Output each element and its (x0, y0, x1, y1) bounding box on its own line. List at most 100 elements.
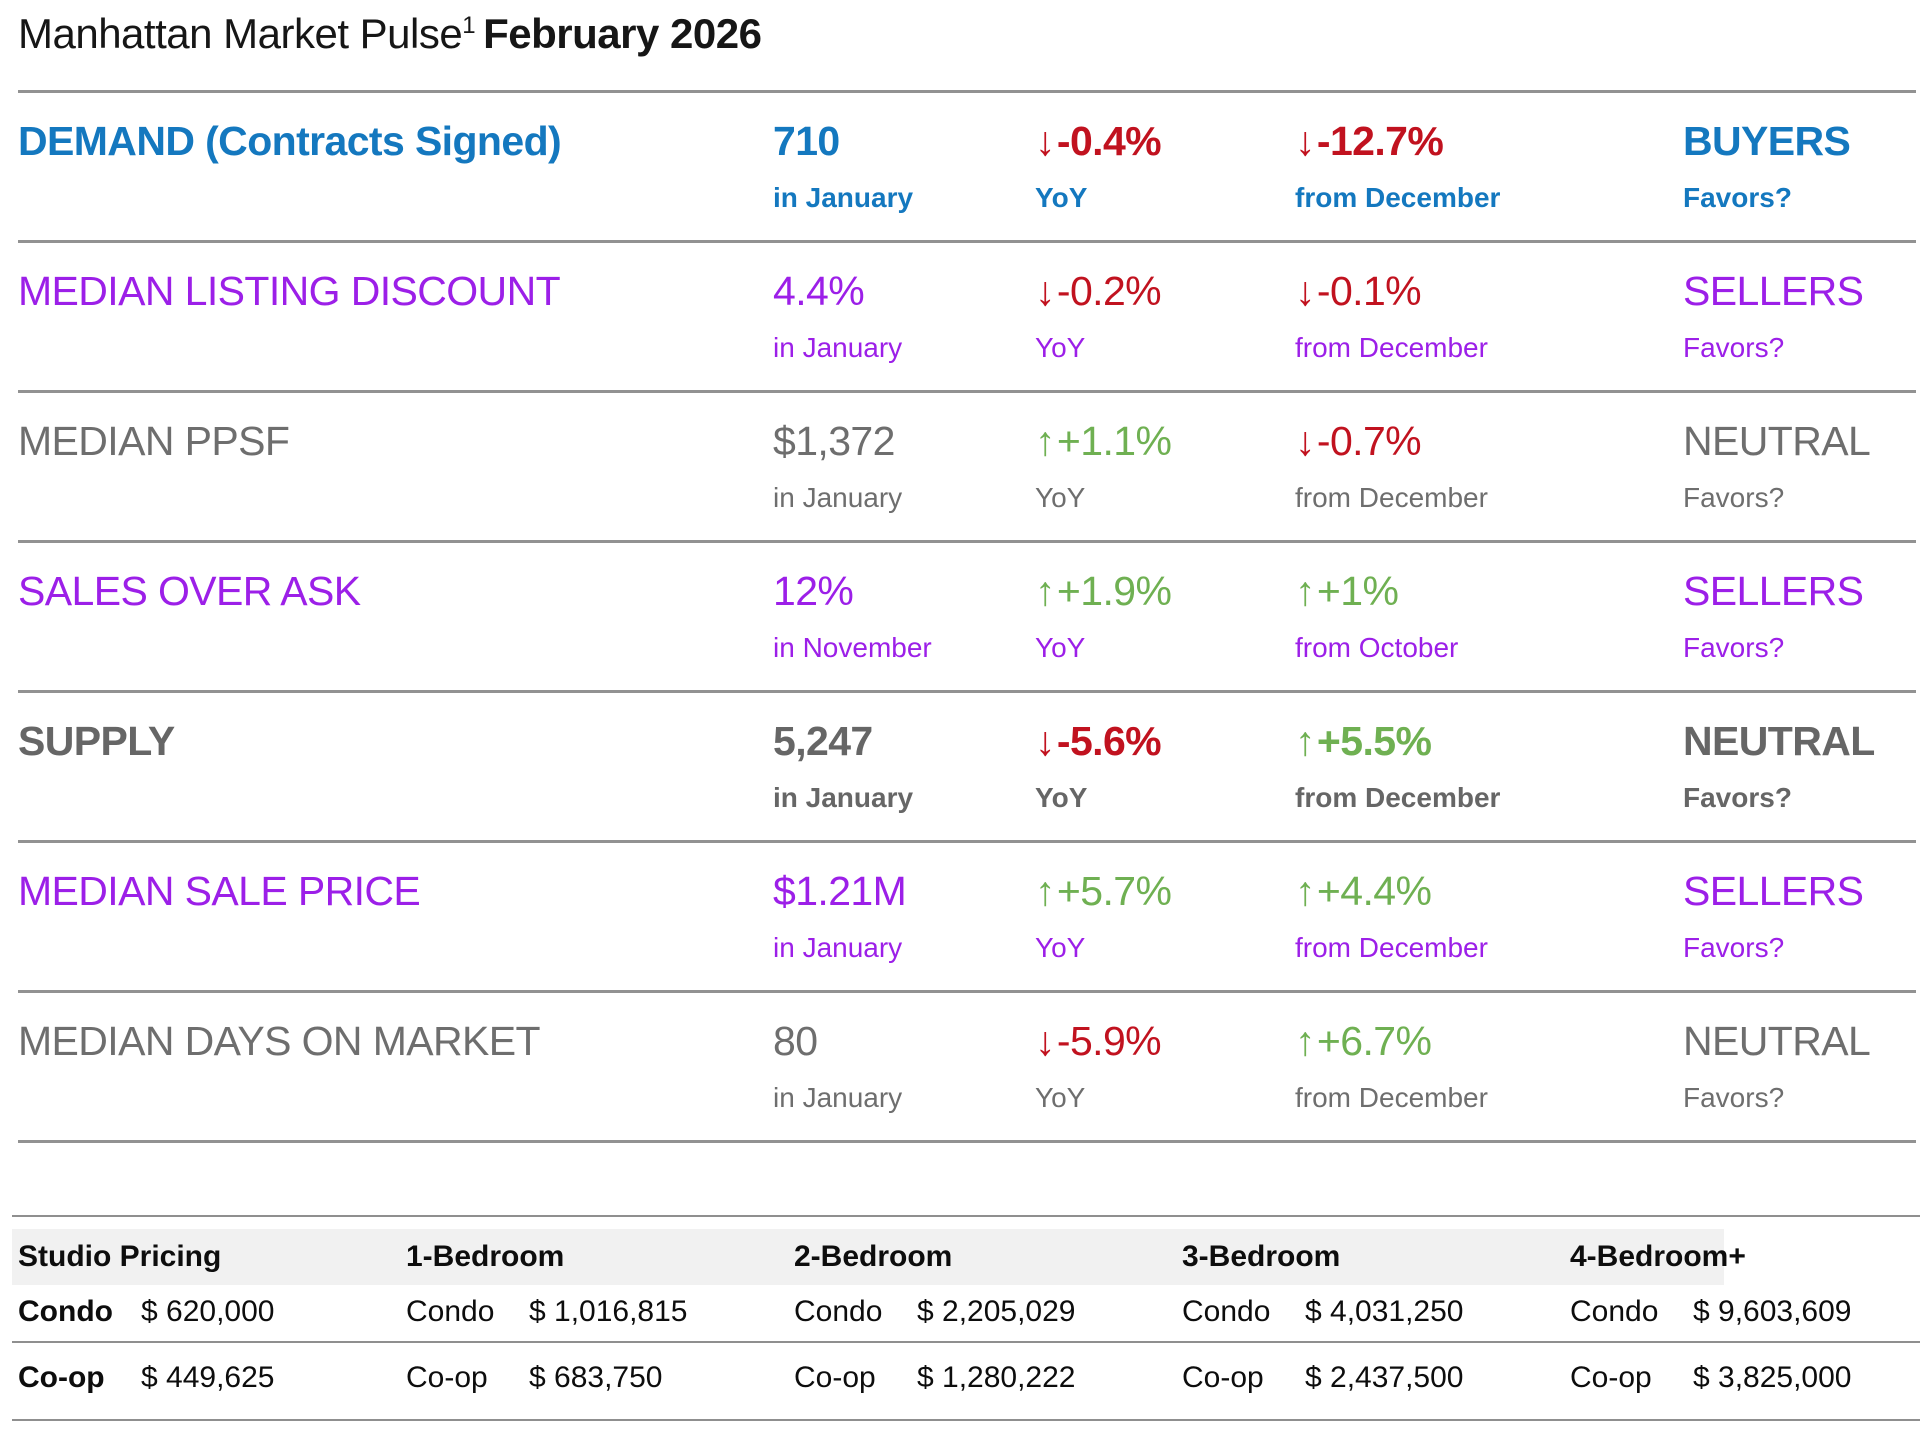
report-header: Manhattan Market Pulse1 February 2026 (18, 0, 1916, 58)
metric-row: SUPPLY 5,247 in January ↓-5.6% YoY ↑+5.5… (18, 690, 1916, 840)
metric-value: 12% (773, 568, 854, 614)
metric-yoy-change: ↓-5.9% (1035, 1019, 1295, 1063)
metric-value-cell: 12% in November (773, 569, 1035, 690)
metric-mom-label: from December (1295, 1082, 1488, 1113)
metric-yoy-label: YoY (1035, 482, 1086, 513)
coop-price: $ 2,437,500 (1305, 1361, 1464, 1394)
metric-yoy-cell: ↑+1.1% YoY (1035, 419, 1295, 540)
pricing-cell: Co-op $ 1,280,222 (794, 1361, 1182, 1395)
unit-pricing-table: Studio Pricing 1-Bedroom 2-Bedroom 3-Bedroo… (12, 1215, 1920, 1421)
metric-value-cell: 710 in January (773, 119, 1035, 240)
metric-value: 4.4% (773, 268, 865, 314)
metric-mom-label: from December (1295, 482, 1488, 513)
metric-favors-cell: SELLERS Favors? (1683, 569, 1916, 690)
pricing-cell: Condo $ 2,205,029 (794, 1295, 1182, 1329)
metric-value-cell: 5,247 in January (773, 719, 1035, 840)
mom-value: +4.4% (1316, 868, 1432, 914)
metric-row: MEDIAN PPSF $1,372 in January ↑+1.1% YoY… (18, 390, 1916, 540)
metric-value: 80 (773, 1018, 818, 1064)
yoy-trend-arrow-icon: ↓ (1035, 118, 1056, 164)
metric-yoy-change: ↓-5.6% (1035, 719, 1295, 763)
mom-trend-arrow-icon: ↑ (1295, 718, 1316, 764)
metric-favors-label: Favors? (1683, 632, 1785, 663)
condo-label: Condo (18, 1295, 113, 1328)
metric-favors-label: Favors? (1683, 932, 1785, 963)
metric-mom-cell: ↑+4.4% from December (1295, 869, 1683, 990)
metric-row: SALES OVER ASK 12% in November ↑+1.9% Yo… (18, 540, 1916, 690)
metric-yoy-label: YoY (1035, 332, 1086, 363)
pricing-cell: Co-op $ 449,625 (18, 1361, 406, 1395)
yoy-value: -0.4% (1056, 118, 1162, 164)
metric-name: SALES OVER ASK (18, 568, 361, 614)
metric-yoy-label: YoY (1035, 932, 1086, 963)
metric-value-period: in January (773, 932, 903, 963)
pricing-column-header: 1-Bedroom (406, 1240, 565, 1273)
pricing-cell: Co-op $ 3,825,000 (1570, 1361, 1920, 1395)
mom-value: +5.5% (1316, 718, 1432, 764)
coop-pricing-row: Co-op $ 449,625 Co-op $ 683,750 Co-op $ 1,280… (18, 1343, 1920, 1419)
condo-price: $ 1,016,815 (529, 1295, 688, 1328)
metric-yoy-label: YoY (1035, 1082, 1086, 1113)
page-title: Manhattan Market Pulse1 February 2026 (18, 10, 1916, 58)
pricing-cell: Co-op $ 2,437,500 (1182, 1361, 1570, 1395)
coop-label: Co-op (1182, 1361, 1264, 1394)
metric-value: $1.21M (773, 868, 907, 914)
yoy-value: -5.9% (1056, 1018, 1162, 1064)
condo-label: Condo (1182, 1295, 1271, 1328)
mom-value: +6.7% (1316, 1018, 1432, 1064)
mom-trend-arrow-icon: ↓ (1295, 268, 1316, 314)
condo-price: $ 4,031,250 (1305, 1295, 1464, 1328)
metric-favors: SELLERS (1683, 568, 1864, 614)
coop-price: $ 683,750 (529, 1361, 663, 1394)
metric-mom-label: from December (1295, 182, 1501, 213)
metric-name-cell: SALES OVER ASK (18, 569, 773, 690)
pricing-cell: Co-op $ 683,750 (406, 1361, 794, 1395)
metric-favors-label: Favors? (1683, 482, 1785, 513)
mom-value: +1% (1316, 568, 1399, 614)
metrics-table: DEMAND (Contracts Signed) 710 in January… (18, 90, 1916, 1143)
metric-yoy-cell: ↓-5.9% YoY (1035, 1019, 1295, 1140)
mom-value: -12.7% (1316, 118, 1444, 164)
mom-value: -0.1% (1316, 268, 1422, 314)
coop-label: Co-op (794, 1361, 876, 1394)
metric-mom-cell: ↓-0.7% from December (1295, 419, 1683, 540)
condo-label: Condo (1570, 1295, 1659, 1328)
condo-price: $ 620,000 (141, 1295, 275, 1328)
metric-value-period: in January (773, 482, 903, 513)
yoy-trend-arrow-icon: ↓ (1035, 718, 1056, 764)
metric-name-cell: SUPPLY (18, 719, 773, 840)
metric-value-cell: 80 in January (773, 1019, 1035, 1140)
metric-mom-label: from December (1295, 932, 1488, 963)
metric-value-period: in January (773, 1082, 903, 1113)
metric-value-period: in January (773, 332, 903, 363)
metric-value-cell: $1,372 in January (773, 419, 1035, 540)
metric-name: MEDIAN SALE PRICE (18, 868, 421, 914)
yoy-trend-arrow-icon: ↑ (1035, 568, 1056, 614)
pricing-bottom-rule (12, 1419, 1920, 1421)
metric-value: 5,247 (773, 718, 873, 764)
metric-favors-cell: NEUTRAL Favors? (1683, 719, 1916, 840)
metric-value: 710 (773, 118, 840, 164)
metric-mom-label: from December (1295, 782, 1501, 813)
condo-label: Condo (406, 1295, 495, 1328)
mom-value: -0.7% (1316, 418, 1422, 464)
metric-name-cell: MEDIAN SALE PRICE (18, 869, 773, 990)
metric-favors: NEUTRAL (1683, 718, 1875, 764)
metric-favors-label: Favors? (1683, 332, 1785, 363)
pricing-middle-rule (12, 1341, 1920, 1343)
metric-favors: SELLERS (1683, 268, 1864, 314)
metric-name: MEDIAN LISTING DISCOUNT (18, 268, 561, 314)
metric-mom-label: from December (1295, 332, 1488, 363)
pricing-cell: Condo $ 1,016,815 (406, 1295, 794, 1329)
metric-favors: BUYERS (1683, 118, 1851, 164)
metric-value: $1,372 (773, 418, 895, 464)
metric-favors: SELLERS (1683, 868, 1864, 914)
metric-value-cell: 4.4% in January (773, 269, 1035, 390)
yoy-value: +5.7% (1056, 868, 1172, 914)
metric-value-period: in November (773, 632, 932, 663)
metric-mom-change: ↑+4.4% (1295, 869, 1683, 913)
metric-yoy-label: YoY (1035, 182, 1088, 213)
metric-yoy-label: YoY (1035, 632, 1086, 663)
metric-mom-cell: ↓-0.1% from December (1295, 269, 1683, 390)
metric-yoy-change: ↑+1.1% (1035, 419, 1295, 463)
